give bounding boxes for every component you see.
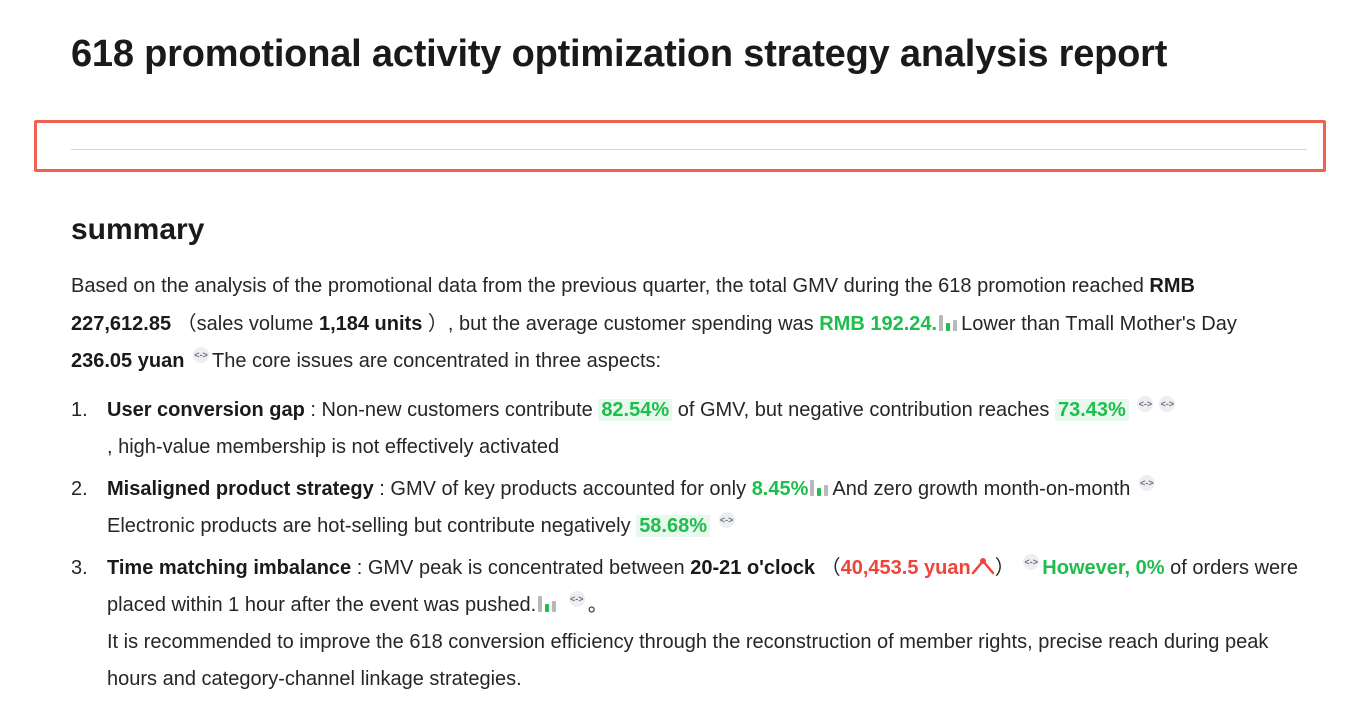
intro-text-5: The core issues are concentrated in thre… — [211, 350, 662, 372]
mothers-day-value: 236.05 yuan — [71, 350, 185, 372]
issue-text: : GMV peak is concentrated between — [351, 557, 691, 579]
issue-text: 。 — [587, 594, 608, 616]
list-item: 2. Misaligned product strategy : GMV of … — [71, 471, 1311, 545]
issue-text: ） — [994, 557, 1015, 579]
list-number: 1. — [71, 399, 88, 421]
issue-text: Electronic products are hot-selling but … — [107, 515, 637, 537]
total-gmv-value: RMB 227,612.85 — [71, 275, 1195, 335]
intro-text-2: （sales volume — [176, 312, 319, 335]
citation-link-icon[interactable]: <-> — [192, 347, 209, 363]
issue-text: （ — [820, 557, 841, 579]
peak-hours-value: 20-21 o'clock — [690, 557, 816, 579]
issue-text: : GMV of key products accounted for only — [373, 478, 752, 500]
citation-link-icon[interactable]: <-> — [568, 591, 585, 607]
recommendation-text: It is recommended to improve the 618 con… — [107, 631, 1269, 690]
list-number: 2. — [71, 478, 88, 500]
list-item: 3. Time matching imbalance : GMV peak is… — [71, 550, 1311, 698]
list-number: 3. — [71, 557, 88, 579]
citation-link-icon[interactable]: <-> — [718, 512, 735, 528]
sales-volume-value: 1,184 units — [318, 312, 423, 335]
bar-trend-down-icon — [538, 596, 557, 612]
citation-link-icon[interactable]: <-> — [1159, 396, 1176, 412]
citation-link-icon[interactable]: <-> — [1023, 554, 1040, 570]
issue-title: Misaligned product strategy — [107, 478, 374, 500]
bar-trend-down-icon — [939, 314, 958, 331]
electronics-negative-value: 58.68% — [636, 515, 711, 537]
negative-contribution-value: 73.43% — [1054, 399, 1129, 421]
list-item: 1. User conversion gap : Non-new custome… — [71, 392, 1311, 466]
section-divider — [71, 149, 1307, 150]
issue-text: of orders were placed within 1 hour afte… — [107, 557, 1298, 616]
summary-heading: summary — [71, 213, 205, 246]
selection-highlight-box — [34, 120, 1326, 172]
peak-gmv-value: 40,453.5 yuan — [840, 557, 971, 579]
average-spending-value: RMB 192.24. — [819, 312, 938, 335]
issue-title: User conversion gap — [107, 399, 305, 421]
issue-text: of GMV, but negative contribution reache… — [677, 399, 1055, 421]
bar-trend-down-icon — [810, 480, 829, 496]
issue-text: And zero growth month-on-month — [832, 478, 1131, 500]
issue-text: : Non-new customers contribute — [304, 399, 599, 421]
intro-text-4: Lower than Tmall Mother's Day — [961, 312, 1237, 335]
intro-text-1: Based on the analysis of the promotional… — [71, 275, 1150, 297]
key-products-gmv-value: 8.45% — [751, 478, 809, 500]
report-title: 618 promotional activity optimization st… — [71, 33, 1168, 75]
summary-intro: Based on the analysis of the promotional… — [71, 268, 1286, 381]
issue-text: , high-value membership is not effective… — [107, 436, 560, 458]
citation-link-icon[interactable]: <-> — [1137, 396, 1154, 412]
issue-title: Time matching imbalance — [107, 557, 352, 579]
citation-link-icon[interactable]: <-> — [1138, 475, 1155, 491]
intro-text-3: ）, but the average customer spending was — [427, 312, 820, 335]
non-new-customer-gmv-value: 82.54% — [598, 399, 673, 421]
issues-list: 1. User conversion gap : Non-new custome… — [71, 392, 1311, 703]
zero-orders-value: However, 0% — [1042, 557, 1165, 579]
peak-trend-icon — [971, 558, 994, 575]
